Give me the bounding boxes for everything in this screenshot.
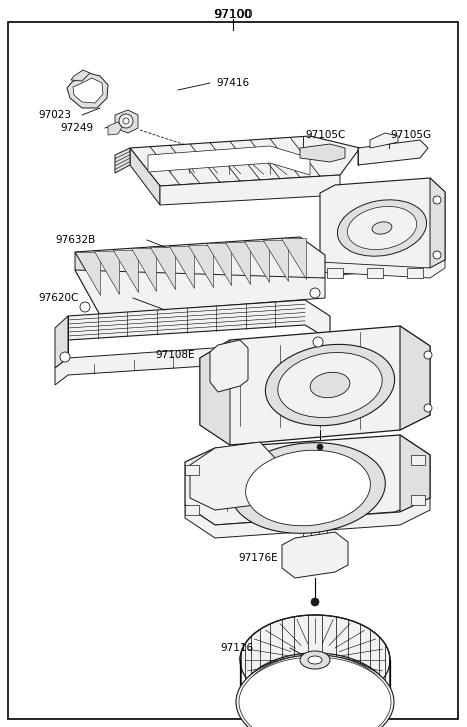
Polygon shape	[94, 251, 119, 294]
Polygon shape	[367, 268, 383, 278]
Polygon shape	[115, 148, 130, 173]
Polygon shape	[115, 110, 138, 133]
Polygon shape	[130, 148, 160, 205]
Circle shape	[119, 114, 133, 128]
Polygon shape	[320, 260, 445, 278]
Ellipse shape	[310, 372, 350, 398]
Ellipse shape	[240, 653, 390, 727]
Polygon shape	[185, 465, 199, 475]
Circle shape	[433, 251, 441, 259]
Polygon shape	[206, 244, 231, 285]
Polygon shape	[55, 316, 68, 368]
Ellipse shape	[308, 656, 322, 664]
Ellipse shape	[338, 200, 426, 256]
Ellipse shape	[240, 615, 390, 705]
Polygon shape	[130, 136, 360, 186]
Polygon shape	[200, 340, 230, 445]
Text: 97100: 97100	[213, 7, 253, 20]
Circle shape	[433, 196, 441, 204]
Ellipse shape	[372, 222, 392, 234]
Circle shape	[310, 288, 320, 298]
Text: 97632B: 97632B	[55, 235, 95, 245]
Text: 97176E: 97176E	[238, 553, 277, 563]
Circle shape	[424, 404, 432, 412]
Polygon shape	[185, 435, 430, 525]
Polygon shape	[407, 268, 423, 278]
Circle shape	[317, 444, 323, 450]
Text: 97108E: 97108E	[155, 350, 194, 360]
Ellipse shape	[239, 657, 391, 727]
Polygon shape	[282, 532, 348, 578]
Polygon shape	[75, 252, 100, 295]
Polygon shape	[411, 455, 425, 465]
Text: 97416: 97416	[216, 78, 249, 88]
Polygon shape	[358, 140, 428, 165]
Polygon shape	[55, 340, 330, 385]
Polygon shape	[185, 498, 430, 538]
Polygon shape	[108, 122, 122, 135]
Polygon shape	[160, 175, 340, 205]
Ellipse shape	[243, 655, 387, 727]
Polygon shape	[131, 248, 156, 291]
Polygon shape	[430, 178, 445, 268]
Polygon shape	[148, 146, 310, 175]
Ellipse shape	[246, 450, 370, 526]
Ellipse shape	[231, 443, 385, 534]
Circle shape	[123, 118, 129, 124]
Circle shape	[424, 351, 432, 359]
Text: 97105C: 97105C	[305, 130, 346, 140]
Ellipse shape	[347, 206, 417, 249]
Polygon shape	[327, 268, 343, 278]
Ellipse shape	[300, 651, 330, 669]
Circle shape	[313, 337, 323, 347]
Polygon shape	[75, 252, 100, 315]
Polygon shape	[370, 133, 398, 148]
Text: 97249: 97249	[60, 123, 93, 133]
Polygon shape	[113, 249, 137, 292]
Text: 97116: 97116	[220, 643, 253, 653]
Polygon shape	[320, 178, 445, 275]
Text: 97105G: 97105G	[390, 130, 431, 140]
Polygon shape	[169, 246, 194, 288]
Text: 97620C: 97620C	[38, 293, 78, 303]
Ellipse shape	[236, 655, 394, 727]
Polygon shape	[190, 442, 275, 510]
Text: 97023: 97023	[38, 110, 71, 120]
Polygon shape	[68, 300, 330, 340]
Polygon shape	[400, 435, 430, 512]
Polygon shape	[75, 270, 325, 315]
Polygon shape	[187, 244, 212, 286]
Circle shape	[311, 598, 319, 606]
Circle shape	[80, 302, 90, 312]
Polygon shape	[210, 340, 248, 392]
Polygon shape	[411, 495, 425, 505]
Polygon shape	[244, 241, 269, 282]
Polygon shape	[67, 73, 108, 108]
Polygon shape	[400, 326, 430, 430]
Polygon shape	[262, 239, 288, 281]
Polygon shape	[185, 505, 199, 515]
Polygon shape	[200, 326, 430, 445]
Ellipse shape	[265, 345, 395, 425]
Polygon shape	[75, 237, 325, 295]
Polygon shape	[71, 70, 90, 81]
Text: 97100: 97100	[214, 7, 252, 20]
Polygon shape	[73, 78, 103, 103]
Polygon shape	[225, 242, 250, 284]
Polygon shape	[150, 247, 175, 289]
Polygon shape	[300, 144, 345, 162]
Ellipse shape	[278, 353, 382, 417]
Circle shape	[60, 352, 70, 362]
Polygon shape	[281, 238, 306, 279]
